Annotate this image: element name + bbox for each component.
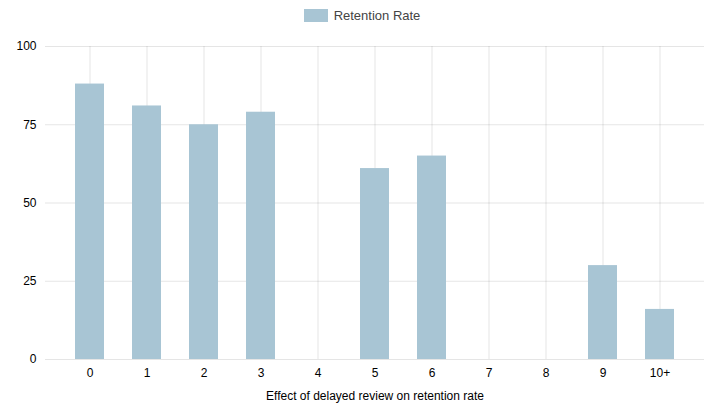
svg-text:1: 1 <box>144 366 151 380</box>
svg-text:6: 6 <box>429 366 436 380</box>
svg-text:9: 9 <box>600 366 607 380</box>
svg-text:7: 7 <box>486 366 493 380</box>
svg-text:2: 2 <box>201 366 208 380</box>
svg-text:5: 5 <box>372 366 379 380</box>
svg-text:4: 4 <box>315 366 322 380</box>
svg-text:0: 0 <box>30 352 37 366</box>
svg-text:10+: 10+ <box>650 366 670 380</box>
svg-text:75: 75 <box>23 118 37 132</box>
svg-text:100: 100 <box>16 39 36 53</box>
svg-text:0: 0 <box>87 366 94 380</box>
svg-text:25: 25 <box>23 274 37 288</box>
svg-text:Effect of delayed review on re: Effect of delayed review on retention ra… <box>266 389 484 403</box>
svg-text:8: 8 <box>543 366 550 380</box>
html-text:Retention Rate: Retention Rate <box>333 7 421 23</box>
svg-text:50: 50 <box>23 196 37 210</box>
svg-text:3: 3 <box>258 366 265 380</box>
